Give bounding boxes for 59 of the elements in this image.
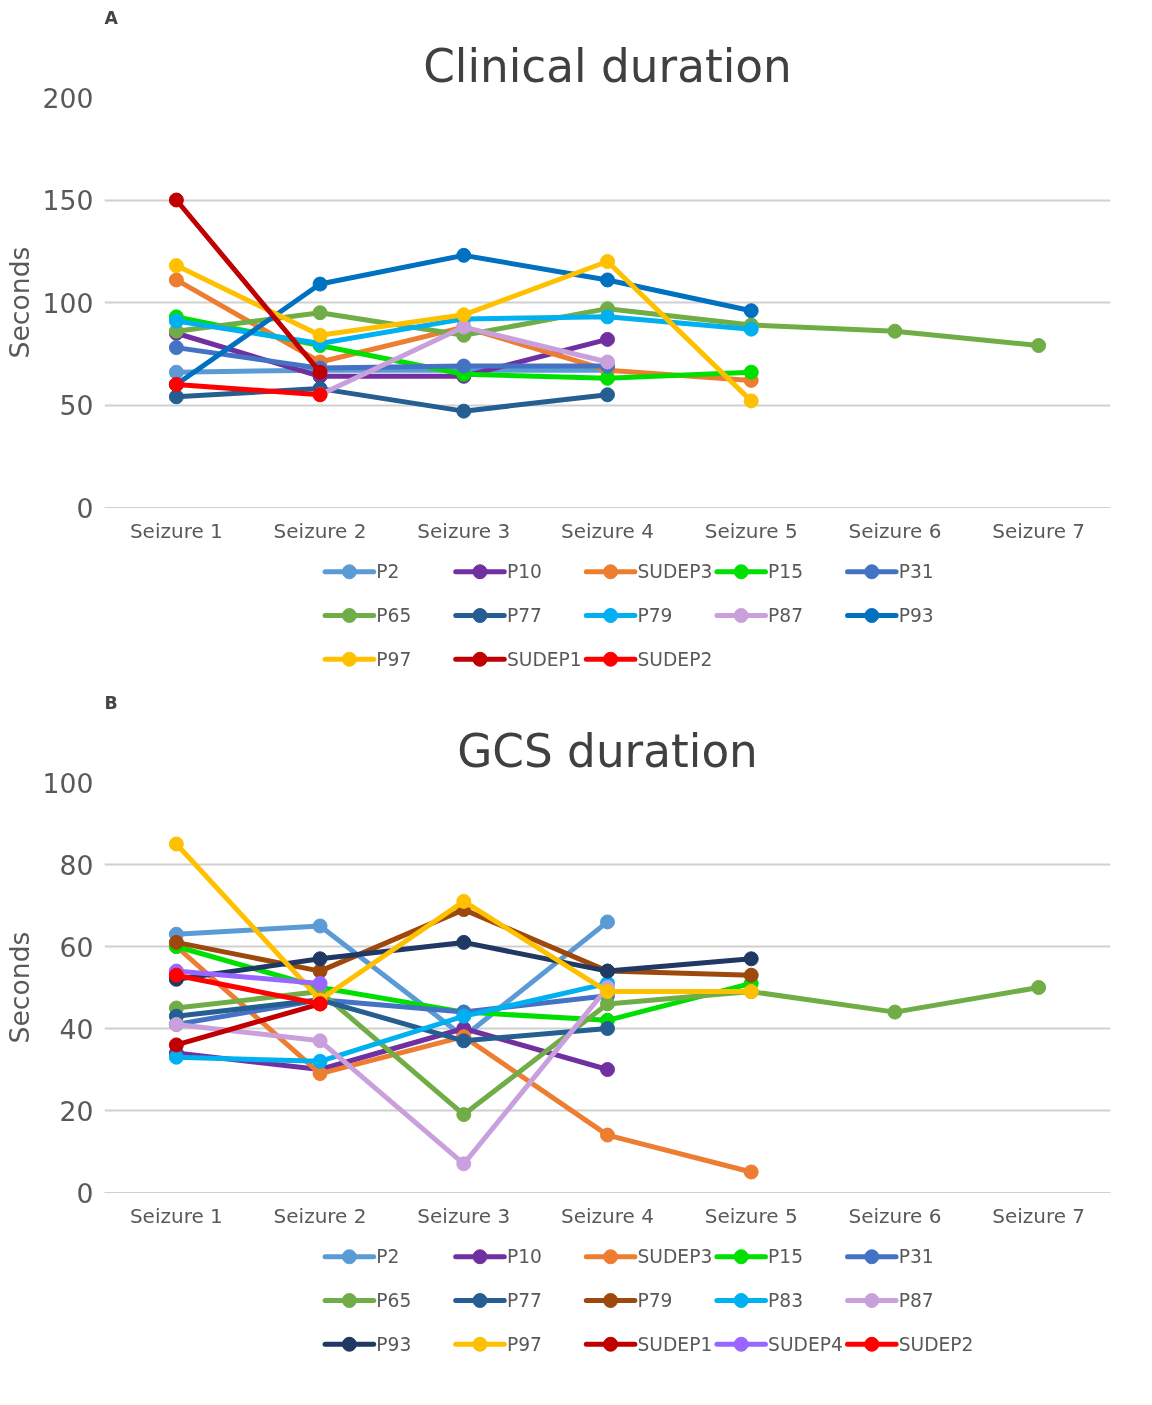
chart-title: Clinical duration — [423, 39, 792, 93]
y-tick-label: 200 — [42, 82, 94, 114]
y-tick-label: 100 — [42, 287, 94, 319]
legend-label: P87 — [768, 605, 804, 626]
legend-label: SUDEP4 — [768, 1333, 843, 1355]
y-tick-label: 40 — [59, 1013, 94, 1045]
legend-label: P93 — [376, 1333, 412, 1355]
y-tick-label: 20 — [59, 1095, 94, 1127]
legend-label: P2 — [376, 561, 400, 583]
legend-label: P15 — [768, 1246, 804, 1268]
legend-label: P2 — [376, 1246, 400, 1268]
legend-label: P93 — [898, 605, 934, 626]
x-tick-label: Seizure 7 — [992, 518, 1086, 543]
legend-label: SUDEP1 — [637, 1333, 713, 1355]
x-tick-label: Seizure 6 — [848, 1203, 942, 1228]
legend-label: P10 — [506, 1246, 542, 1268]
y-tick-label: 150 — [42, 185, 94, 216]
x-tick-label: Seizure 5 — [704, 518, 798, 543]
y-tick-label: 0 — [76, 1177, 94, 1209]
legend-label: P79 — [637, 605, 673, 626]
legend-label: P77 — [506, 1290, 542, 1311]
legend-label: SUDEP2 — [637, 648, 713, 670]
x-tick-label: Seizure 2 — [273, 1203, 367, 1228]
x-tick-label: Seizure 5 — [704, 1203, 798, 1228]
legend-label: P31 — [898, 1246, 934, 1268]
legend-label: P97 — [506, 1333, 542, 1355]
legend-label: SUDEP3 — [637, 1246, 713, 1268]
legend-label: P10 — [506, 561, 542, 583]
x-tick-label: Seizure 3 — [417, 518, 511, 543]
chart-title: GCS duration — [457, 724, 758, 778]
legend-label: P31 — [898, 561, 934, 583]
y-axis-title: Seconds — [3, 931, 35, 1044]
x-tick-label: Seizure 1 — [129, 518, 223, 543]
y-tick-label: 60 — [59, 931, 94, 963]
x-tick-label: Seizure 4 — [561, 1203, 654, 1228]
y-tick-label: 50 — [59, 390, 94, 421]
text: A — [104, 7, 119, 28]
y-tick-label: 0 — [76, 492, 94, 524]
legend-label: SUDEP3 — [637, 561, 713, 583]
legend-label: P65 — [376, 605, 412, 626]
text: B — [104, 692, 118, 713]
legend-label: P79 — [637, 1290, 673, 1311]
x-tick-label: Seizure 1 — [129, 1203, 223, 1228]
x-tick-label: Seizure 2 — [273, 518, 367, 543]
legend-label: P65 — [376, 1290, 412, 1311]
x-tick-label: Seizure 7 — [992, 1203, 1086, 1228]
y-tick-label: 80 — [59, 849, 94, 881]
legend-label: P87 — [898, 1290, 934, 1311]
legend-label: SUDEP2 — [898, 1333, 974, 1355]
x-tick-label: Seizure 6 — [848, 518, 942, 543]
legend-label: P77 — [506, 605, 542, 626]
y-axis-title: Seconds — [3, 246, 35, 359]
x-tick-label: Seizure 4 — [561, 518, 654, 543]
legend-label: P97 — [376, 648, 412, 670]
x-tick-label: Seizure 3 — [417, 1203, 511, 1228]
legend-label: SUDEP1 — [506, 648, 582, 670]
legend-label: P15 — [768, 561, 804, 583]
y-tick-label: 100 — [42, 767, 94, 799]
legend-label: P83 — [768, 1290, 804, 1311]
